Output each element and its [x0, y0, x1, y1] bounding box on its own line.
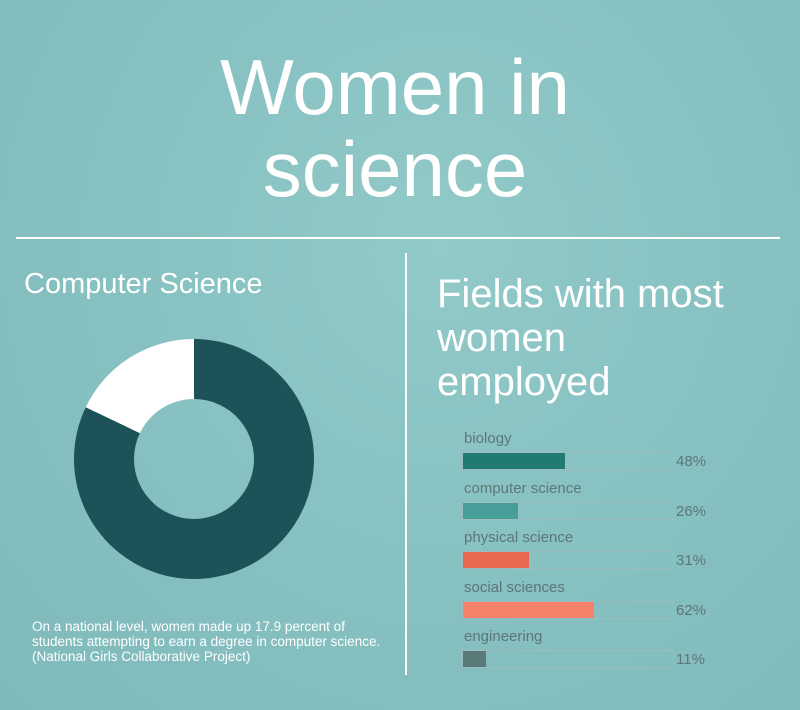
bar-fill — [463, 601, 595, 618]
bar-track — [462, 600, 674, 619]
fields-heading: Fields with most women employed — [437, 272, 777, 404]
bar-label: physical science — [464, 529, 574, 546]
horizontal-divider — [16, 237, 780, 239]
bar-label: engineering — [464, 628, 543, 645]
computer-science-note: On a national level, women made up 17.9 … — [32, 619, 381, 664]
page-title-line-2: science — [262, 125, 528, 213]
bar-value: 62% — [676, 601, 707, 619]
bar-label: computer science — [464, 479, 582, 497]
fields-heading-line-3: employed — [437, 360, 611, 404]
fields-heading-line-1: Fields with most — [437, 272, 724, 316]
bar-item-4: engineering 11% — [462, 628, 722, 673]
bar-track — [462, 551, 674, 569]
donut-slice-0 — [74, 339, 315, 579]
bar-item-2: physical science 31% — [462, 529, 722, 574]
bar-item-1: computer science 26% — [462, 480, 722, 525]
donut-slice-1 — [85, 339, 194, 434]
computer-science-heading: Computer Science — [24, 268, 263, 300]
bar-track — [462, 501, 674, 520]
bar-label: biology — [464, 430, 512, 447]
bar-track — [462, 650, 674, 668]
vertical-divider — [405, 253, 407, 675]
bar-fill — [463, 552, 529, 568]
bar-fill — [463, 502, 519, 519]
bar-fill — [463, 453, 565, 469]
page-title-line-1: Women in — [220, 43, 570, 131]
bar-value: 31% — [676, 552, 707, 569]
bar-value: 11% — [676, 651, 705, 668]
bar-label: social sciences — [464, 578, 565, 596]
fields-heading-line-2: women — [437, 316, 566, 360]
bar-item-0: biology 48% — [462, 430, 722, 475]
bar-track — [462, 452, 674, 470]
page-title: Women in science — [0, 46, 790, 210]
computer-science-donut-chart — [74, 339, 315, 579]
bar-fill — [463, 651, 487, 667]
bar-item-3: social sciences 62% — [462, 579, 722, 624]
bar-value: 48% — [676, 453, 707, 470]
bar-value: 26% — [676, 502, 707, 520]
